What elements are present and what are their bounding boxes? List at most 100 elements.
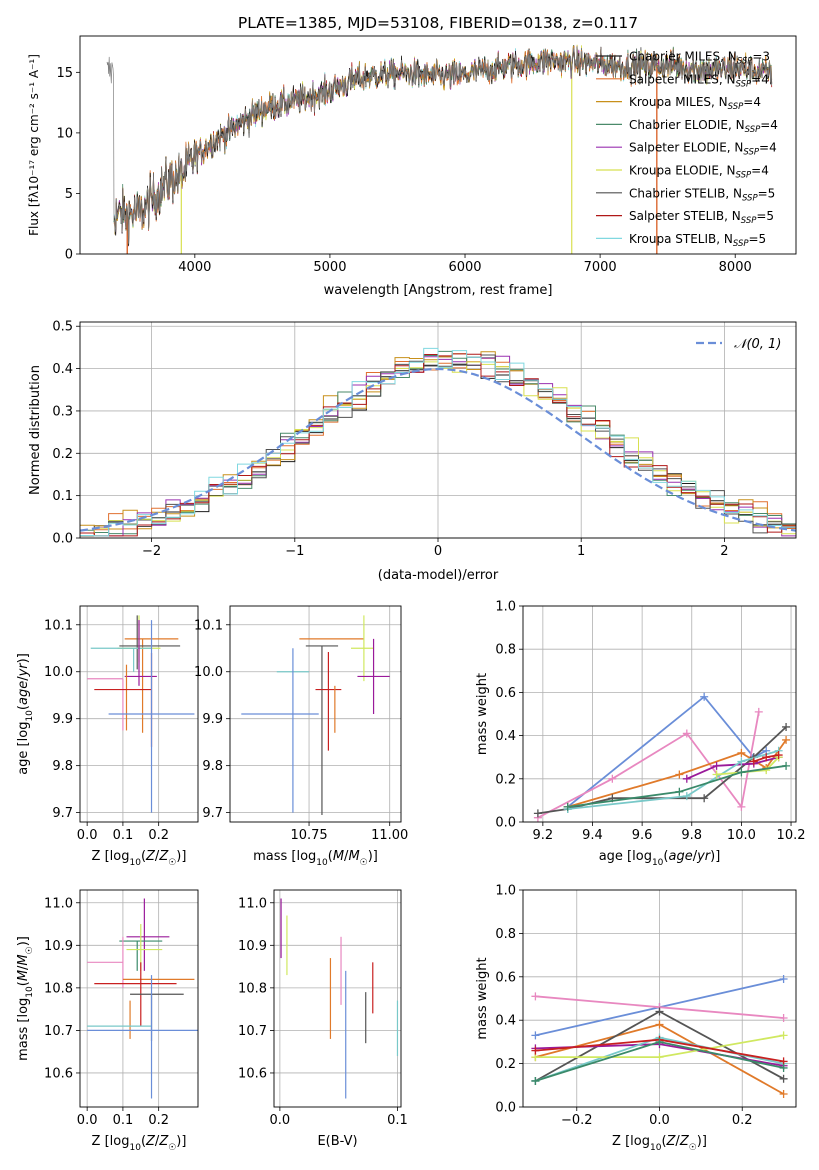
- error-bar-point: [305, 645, 339, 815]
- axes-1: 4000 5000 6000 7000 8000 0 5 10 15 PLATE=1385, MJ…: [27, 14, 797, 298]
- chart-title: PLATE=1385, MJD=53108, FIBERID=0138, z=0…: [238, 14, 638, 32]
- x-tick-label: 0.1: [113, 828, 134, 843]
- axes-frame: [522, 889, 797, 1108]
- y-tick-label: 10: [56, 126, 73, 141]
- y-tick-label: 9.8: [52, 759, 73, 774]
- legend-label: Chabrier STELIB, NSSP=5: [629, 186, 775, 203]
- y-axis-label: mass weight: [475, 957, 490, 1039]
- x-axis-label: mass [log10(M/M☉)]: [253, 849, 378, 868]
- observed-spectrum-line: [106, 46, 773, 244]
- weight-series-line: [567, 695, 767, 808]
- x-tick-label: 0.2: [732, 1113, 753, 1128]
- y-tick-label: 10.0: [44, 665, 73, 680]
- error-bar-point: [90, 647, 152, 672]
- y-tick-label: 1.0: [495, 600, 516, 615]
- weight-point-marker: [531, 1076, 540, 1085]
- weight-point-marker: [779, 1031, 788, 1040]
- axes-4: 10.75 11.00 9.7 9.8 9.9 10.0 10.1 mass [log10(M…: [194, 605, 408, 868]
- error-bar-point: [126, 898, 170, 971]
- legend: Chabrier MILES, NSSP=3 Salpeter MILES, NS…: [596, 50, 778, 249]
- weight-point-marker: [779, 1074, 788, 1083]
- y-tick-label: 10.6: [238, 1066, 267, 1081]
- y-axis-label: Normed distribution: [28, 365, 43, 495]
- axes-frame: [273, 889, 402, 1108]
- y-tick-label: 11.0: [238, 896, 267, 911]
- y-tick-label: 0.4: [52, 362, 73, 377]
- weight-point-marker: [655, 1020, 664, 1029]
- x-axis-label: (data-model)/error: [378, 568, 499, 583]
- y-axis-label: mass weight: [475, 673, 490, 755]
- x-axis-label: Z [log10(Z/Z☉)]: [612, 1134, 707, 1153]
- y-tick-label: 10.7: [44, 1024, 73, 1039]
- x-axis-label: Z [log10(Z/Z☉)]: [92, 1134, 187, 1153]
- weight-point-marker: [737, 768, 746, 777]
- weight-point-marker: [682, 792, 691, 801]
- axes-2: −2 −1 0 1 2 0.0 0.1 0.2 0.3 0.4 0.5 (data-model)/er…: [28, 320, 797, 583]
- weight-point-marker: [762, 753, 771, 762]
- x-tick-label: 0.0: [77, 828, 98, 843]
- weight-point-marker: [531, 1031, 540, 1040]
- weight-point-marker: [608, 774, 617, 783]
- axes-8: −0.2 0.0 0.2 0.0 0.2 0.4 0.6 0.8 1.0 Z [log10(Z/Z…: [475, 884, 797, 1153]
- weight-point-marker: [779, 1063, 788, 1072]
- y-tick-label: 0.0: [495, 1101, 516, 1116]
- y-tick-label: 11.0: [44, 896, 73, 911]
- x-tick-label: 9.8: [681, 828, 702, 843]
- x-tick-label: 4000: [178, 260, 211, 275]
- y-tick-label: 10.9: [44, 939, 73, 954]
- y-tick-label: 15: [56, 66, 73, 81]
- weight-point-marker: [754, 707, 763, 716]
- x-tick-label: 5000: [313, 260, 346, 275]
- y-tick-label: 10.0: [194, 665, 223, 680]
- y-tick-label: 9.7: [202, 806, 223, 821]
- y-tick-label: 10.1: [44, 618, 73, 633]
- error-bar-point: [108, 620, 195, 813]
- axes-frame: [229, 605, 402, 823]
- weight-point-marker: [737, 757, 746, 766]
- weight-point-marker: [737, 802, 746, 811]
- y-tick-label: 0.2: [495, 1057, 516, 1072]
- axes-frame: [79, 605, 199, 823]
- weight-point-marker: [700, 794, 709, 803]
- y-tick-label: 5: [65, 187, 73, 202]
- y-tick-label: 0.2: [495, 772, 516, 787]
- x-tick-label: −2: [142, 544, 161, 559]
- normal-reference-curve: [80, 367, 796, 532]
- error-bar-point: [357, 638, 390, 714]
- weight-point-marker: [737, 748, 746, 757]
- axes-7: 0.0 0.1 10.6 10.7 10.8 10.9 11.0 E(B-V): [238, 889, 408, 1149]
- y-tick-label: 0.1: [52, 489, 73, 504]
- legend-label: Salpeter MILES, NSSP=4: [629, 72, 769, 89]
- x-tick-label: 0.0: [77, 1113, 98, 1128]
- axes-frame: [79, 321, 797, 539]
- y-tick-label: 0.0: [52, 532, 73, 547]
- weight-point-marker: [782, 761, 791, 770]
- y-tick-label: 0.0: [495, 816, 516, 831]
- weight-point-marker: [782, 722, 791, 731]
- weight-point-marker: [682, 774, 691, 783]
- x-tick-label: 0: [434, 544, 442, 559]
- axes-frame: [79, 35, 797, 255]
- x-tick-label: 1: [577, 544, 585, 559]
- x-tick-label: 10.0: [727, 828, 756, 843]
- x-tick-label: 0.2: [148, 1113, 169, 1128]
- y-tick-label: 0.4: [495, 1014, 516, 1029]
- y-tick-label: 0.4: [495, 729, 516, 744]
- x-axis-label: E(B-V): [317, 1134, 357, 1149]
- legend-label: 𝒩(0, 1): [734, 337, 781, 352]
- weight-point-marker: [779, 1014, 788, 1023]
- weight-point-marker: [655, 1037, 664, 1046]
- error-bar-point: [87, 936, 124, 988]
- y-axis-label: age [log10(age/yr)]: [16, 653, 35, 775]
- x-tick-label: 11.00: [371, 828, 408, 843]
- weight-point-marker: [779, 974, 788, 983]
- y-tick-label: 0: [65, 248, 73, 263]
- axes-6: 0.0 0.1 0.2 10.6 10.7 10.8 10.9 11.0 Z [log10(Z/…: [16, 889, 199, 1153]
- y-tick-label: 10.6: [44, 1066, 73, 1081]
- y-tick-label: 9.9: [52, 712, 73, 727]
- y-axis-label: Flux [fλ10⁻¹⁷ erg cm⁻² s⁻¹ A⁻¹]: [27, 54, 41, 236]
- x-tick-label: 7000: [584, 260, 617, 275]
- weight-series-line: [567, 764, 787, 808]
- legend-label: Salpeter ELODIE, NSSP=4: [629, 141, 777, 158]
